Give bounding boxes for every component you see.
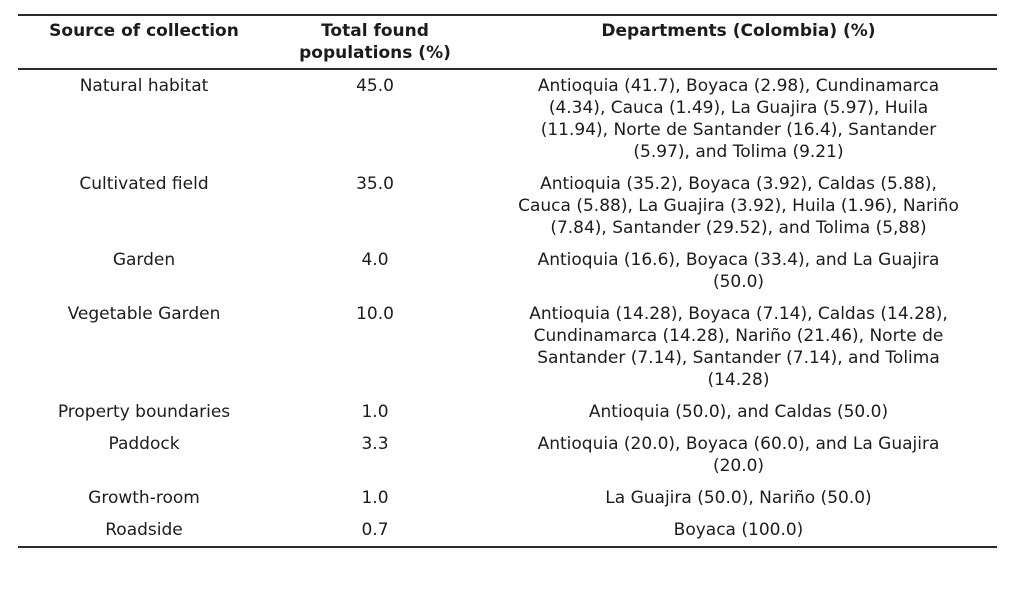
table-row: Property boundaries 1.0 Antioquia (50.0)…: [18, 396, 997, 428]
cell-departments: Antioquia (20.0), Boyaca (60.0), and La …: [537, 434, 940, 476]
table-row: Natural habitat 45.0 Antioquia (41.7), B…: [18, 69, 997, 168]
header-row: Source of collection Total found populat…: [18, 15, 997, 69]
cell-source: Roadside: [105, 520, 183, 540]
table-row: Cultivated field 35.0 Antioquia (35.2), …: [18, 168, 997, 244]
table-row: Vegetable Garden 10.0 Antioquia (14.28),…: [18, 298, 997, 396]
cell-total: 4.0: [361, 250, 389, 270]
cell-total: 3.3: [361, 434, 389, 454]
cell-total: 0.7: [361, 520, 389, 540]
table-row: Growth-room 1.0 La Guajira (50.0), Nariñ…: [18, 482, 997, 514]
cell-departments: Antioquia (16.6), Boyaca (33.4), and La …: [537, 250, 940, 292]
cell-total: 45.0: [356, 76, 394, 96]
col-header-source-of-collection: Source of collection: [49, 21, 239, 41]
table-row: Roadside 0.7 Boyaca (100.0): [18, 514, 997, 547]
collection-sources-table: Source of collection Total found populat…: [18, 14, 997, 548]
cell-total: 1.0: [361, 488, 389, 508]
table-body: Natural habitat 45.0 Antioquia (41.7), B…: [18, 69, 997, 547]
cell-source: Garden: [112, 250, 176, 270]
table-header: Source of collection Total found populat…: [18, 15, 997, 69]
cell-departments: Antioquia (14.28), Boyaca (7.14), Caldas…: [529, 304, 948, 390]
cell-total: 35.0: [356, 174, 394, 194]
cell-source: Cultivated field: [79, 174, 209, 194]
cell-departments: Antioquia (41.7), Boyaca (2.98), Cundina…: [537, 76, 940, 162]
cell-source: Paddock: [108, 434, 180, 454]
cell-departments: Antioquia (50.0), and Caldas (50.0): [588, 402, 889, 422]
cell-source: Growth-room: [88, 488, 200, 508]
table-row: Paddock 3.3 Antioquia (20.0), Boyaca (60…: [18, 428, 997, 482]
cell-departments: La Guajira (50.0), Nariño (50.0): [605, 488, 872, 508]
cell-source: Vegetable Garden: [67, 304, 221, 324]
col-header-total-found-populations: Total found populations (%): [299, 21, 451, 63]
cell-source: Natural habitat: [79, 76, 209, 96]
col-header-departments-colombia: Departments (Colombia) (%): [601, 21, 876, 41]
cell-source: Property boundaries: [57, 402, 231, 422]
table-row: Garden 4.0 Antioquia (16.6), Boyaca (33.…: [18, 244, 997, 298]
cell-departments: Antioquia (35.2), Boyaca (3.92), Caldas …: [518, 174, 959, 238]
cell-departments: Boyaca (100.0): [673, 520, 804, 540]
cell-total: 10.0: [356, 304, 394, 324]
cell-total: 1.0: [361, 402, 389, 422]
